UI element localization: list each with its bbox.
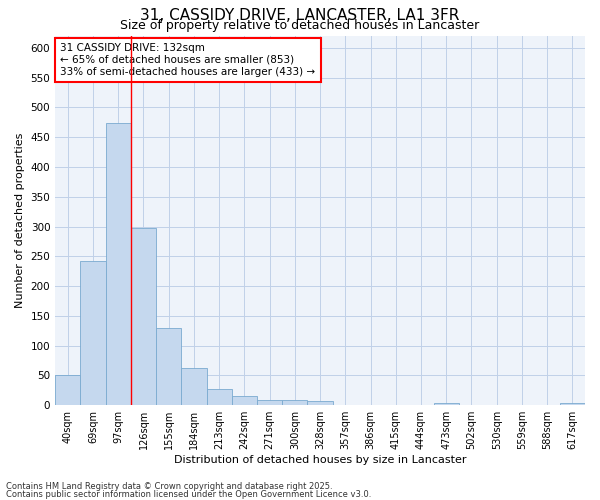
Text: 31 CASSIDY DRIVE: 132sqm
← 65% of detached houses are smaller (853)
33% of semi-: 31 CASSIDY DRIVE: 132sqm ← 65% of detach… [61,44,316,76]
Bar [106,123,131,405]
Bar [282,400,307,405]
Bar [55,376,80,405]
Bar [257,400,282,405]
Bar [434,403,459,405]
Bar [131,228,156,405]
Bar [156,328,181,405]
Bar [232,396,257,405]
Bar [307,401,332,405]
Text: Contains public sector information licensed under the Open Government Licence v3: Contains public sector information licen… [6,490,371,499]
Bar [181,368,206,405]
Bar [80,261,106,405]
Y-axis label: Number of detached properties: Number of detached properties [15,133,25,308]
Bar [206,388,232,405]
Bar [560,403,585,405]
Text: 31, CASSIDY DRIVE, LANCASTER, LA1 3FR: 31, CASSIDY DRIVE, LANCASTER, LA1 3FR [140,8,460,22]
Text: Contains HM Land Registry data © Crown copyright and database right 2025.: Contains HM Land Registry data © Crown c… [6,482,332,491]
X-axis label: Distribution of detached houses by size in Lancaster: Distribution of detached houses by size … [174,455,466,465]
Text: Size of property relative to detached houses in Lancaster: Size of property relative to detached ho… [121,18,479,32]
